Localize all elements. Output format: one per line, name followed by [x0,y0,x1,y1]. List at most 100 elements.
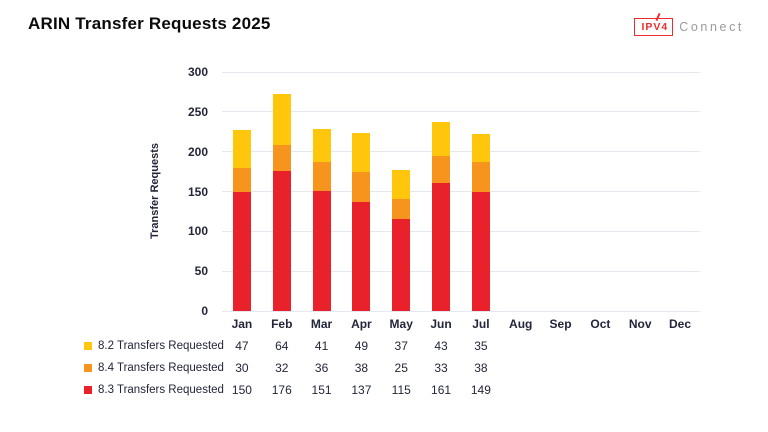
legend-swatch-8.2 [84,342,92,350]
gridline-300 [222,71,700,73]
legend-swatch-8.3 [84,386,92,394]
gridline-150 [222,191,700,192]
y-tick-label-150: 150 [187,184,208,199]
value-8.4-mar: 36 [314,361,329,375]
value-8.2-aug [501,338,541,354]
y-tick-label-200: 200 [187,144,208,159]
legend-label-8.4: 8.4 Transfers Requested [84,360,224,376]
bar-may-8.2 [392,170,411,200]
x-label-mar: Mar [310,317,333,331]
legend-name-8.2: 8.2 Transfers Requested [98,340,224,352]
stacked-bar-plot [222,71,700,312]
x-label-jul: Jul [472,317,490,331]
value-8.3-nov [620,382,660,398]
gridline-0 [222,310,700,312]
value-8.2-mar: 41 [314,339,329,353]
x-label-nov: Nov [628,317,652,331]
bar-feb-8.4 [272,145,291,171]
x-label-feb: Feb [271,317,293,331]
value-8.3-dec [660,382,700,398]
value-8.2-dec [660,338,700,354]
value-8.2-oct [580,338,620,354]
value-8.3-jul: 149 [470,383,491,397]
bar-jun-8.2 [432,122,451,157]
logo-suffix: Connect [679,19,744,34]
legend-label-8.2: 8.2 Transfers Requested [84,338,224,354]
x-label-sep: Sep [549,317,572,331]
x-label-jan: Jan [231,317,253,331]
value-8.2-nov [620,338,660,354]
legend-swatch-8.4 [84,364,92,372]
value-8.3-sep [541,382,581,398]
x-label-oct: Oct [590,317,611,331]
value-8.3-jun: 161 [431,383,452,397]
value-8.4-dec [660,360,700,376]
value-row-8.2: 47 64 41 49 37 43 35 [222,338,700,354]
x-label-apr: Apr [351,317,372,331]
value-8.3-mar: 151 [311,383,332,397]
bar-mar-8.3 [312,190,331,311]
x-label-jun: Jun [430,317,452,331]
legend-row-8.4: 8.4 Transfers Requested 30 32 36 38 25 33 38 [0,360,768,376]
value-8.2-feb: 64 [275,339,289,353]
value-8.3-aug [501,382,541,398]
value-8.2-jul: 35 [474,339,488,353]
bar-jan-8.3 [232,191,251,311]
legend-row-8.2: 8.2 Transfers Requested 47 64 41 49 37 43 35 [0,338,768,354]
page-title: ARIN Transfer Requests 2025 [28,14,271,33]
y-tick-label-0: 0 [201,304,208,318]
bar-mar-8.2 [312,129,331,163]
gridline-250 [222,111,700,113]
logo-box: IPV4 [634,12,674,36]
bar-jul-8.3 [471,192,490,311]
value-8.3-oct [580,382,620,398]
value-8.2-jun: 43 [434,339,448,353]
bar-may-8.4 [392,199,411,220]
bar-jun-8.4 [432,156,451,183]
value-8.4-feb: 32 [275,361,289,375]
x-label-may: May [389,317,413,331]
logo-box-text: IPV4 [641,21,669,33]
value-8.2-apr: 49 [354,339,369,353]
value-8.2-sep [541,338,581,354]
value-8.4-apr: 38 [354,361,369,375]
logo-check-icon [655,12,661,22]
legend-name-8.3: 8.3 Transfers Requested [98,384,224,396]
gridline-100 [222,230,700,232]
bar-apr-8.2 [352,132,371,172]
y-tick-label-50: 50 [194,264,208,279]
y-tick-label-300: 300 [187,65,208,79]
x-label-aug: Aug [509,317,533,331]
value-row-8.3: 150 176 151 137 115 161 149 [222,382,700,398]
legend-row-8.3: 8.3 Transfers Requested 150 176 151 137 115 16… [0,382,768,398]
value-8.4-sep [541,360,581,376]
gridline-200 [222,151,700,153]
bar-jul-8.2 [471,134,490,163]
bar-jun-8.3 [432,182,451,311]
bar-feb-8.2 [272,94,291,146]
bar-may-8.3 [392,219,411,311]
value-8.4-jan: 30 [235,361,249,375]
legend-label-8.3: 8.3 Transfers Requested [84,382,224,398]
value-8.3-jan: 150 [231,383,252,397]
legend-name-8.4: 8.4 Transfers Requested [98,362,224,374]
value-row-8.4: 30 32 36 38 25 33 38 [222,360,700,376]
value-8.4-aug [501,360,541,376]
y-axis-ticks: 0 50 100 150 200 250 300 [160,65,208,318]
bar-apr-8.4 [352,171,371,202]
value-8.3-feb: 176 [271,383,292,397]
gridline-50 [222,270,700,272]
value-8.4-nov [620,360,660,376]
value-8.3-may: 115 [391,383,411,397]
value-8.2-may: 37 [394,339,408,353]
bar-feb-8.3 [272,170,291,311]
y-tick-label-100: 100 [187,224,208,239]
value-8.4-jun: 33 [434,361,448,375]
bar-apr-8.3 [352,201,371,311]
bar-jul-8.4 [471,162,490,193]
bar-jan-8.2 [232,130,251,168]
value-8.4-oct [580,360,620,376]
ipv4-connect-logo: IPV4 Connect [634,12,744,36]
x-axis-labels: Jan Feb Mar Apr May Jun Jul Aug Sep Oct Nov Dec [222,317,700,331]
value-8.4-may: 25 [394,361,408,375]
